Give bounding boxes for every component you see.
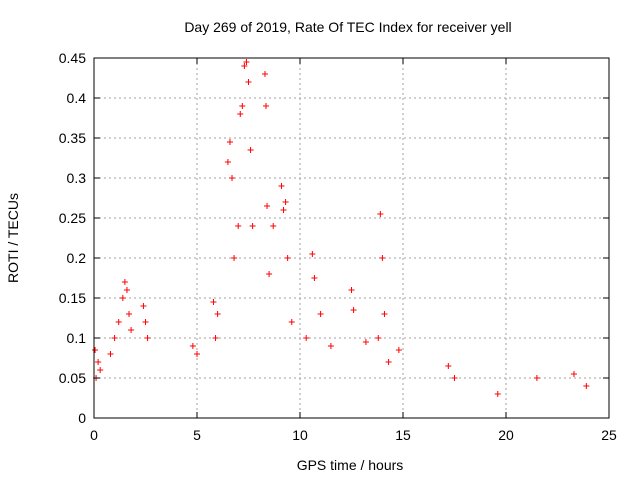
data-point (348, 287, 355, 293)
data-point (144, 335, 151, 341)
data-point (123, 287, 130, 293)
data-point (241, 63, 248, 69)
data-point (278, 183, 285, 189)
data-point (362, 339, 369, 345)
y-tick-label: 0 (78, 410, 86, 426)
data-point (107, 351, 114, 357)
data-point (235, 223, 242, 229)
data-point (97, 367, 104, 373)
y-tick-label: 0.15 (59, 290, 86, 306)
data-point (280, 207, 287, 213)
x-tick-label: 20 (498, 427, 514, 443)
data-point (239, 103, 246, 109)
data-point (288, 319, 295, 325)
y-tick-label: 0.4 (67, 90, 87, 106)
y-tick-label: 0.35 (59, 130, 86, 146)
data-point (115, 319, 122, 325)
data-point (284, 255, 291, 261)
data-point (119, 295, 126, 301)
data-point (194, 351, 200, 357)
y-axis-title: ROTI / TECUs (5, 193, 21, 283)
data-point (247, 147, 254, 153)
data-point (451, 375, 458, 381)
data-point (445, 363, 452, 369)
data-point (494, 391, 501, 397)
data-point (237, 111, 244, 117)
x-tick-label: 25 (601, 427, 617, 443)
x-tick-label: 0 (90, 427, 98, 443)
data-point (377, 211, 384, 217)
y-tick-label: 0.05 (59, 370, 86, 386)
data-point (375, 335, 382, 341)
data-point (226, 139, 233, 145)
data-point (385, 359, 392, 365)
data-point (570, 371, 577, 377)
data-point (270, 223, 277, 229)
data-point (142, 319, 149, 325)
data-point (282, 199, 289, 205)
plot-frame (93, 57, 610, 419)
x-tick-label: 15 (395, 427, 411, 443)
data-point (249, 223, 256, 229)
data-point (210, 299, 217, 305)
data-point (231, 255, 238, 261)
data-point (245, 79, 252, 85)
y-tick-label: 0.45 (59, 50, 86, 66)
y-tick-label: 0.1 (67, 330, 87, 346)
data-point (229, 175, 236, 181)
y-tick-label: 0.2 (67, 250, 87, 266)
data-point (128, 327, 135, 333)
data-point (126, 311, 133, 317)
x-axis-ticks: 0 5 10 15 20 25 (90, 58, 617, 443)
x-tick-label: 5 (193, 427, 201, 443)
data-point (533, 375, 540, 381)
data-point (309, 251, 316, 257)
data-point (121, 279, 128, 285)
data-point (189, 343, 196, 349)
data-point (263, 103, 270, 109)
y-axis-ticks: 0 0.05 0.1 0.15 0.2 0.25 0.3 0.35 0.4 0.45 (59, 50, 609, 426)
data-point (95, 359, 102, 365)
data-point (224, 159, 231, 165)
data-points (92, 59, 590, 397)
data-point (111, 335, 118, 341)
data-point (350, 307, 357, 313)
data-point (266, 271, 273, 277)
data-point (212, 335, 219, 341)
grid-lines (94, 58, 609, 418)
data-point (583, 383, 590, 389)
data-point (317, 311, 324, 317)
x-axis-title: GPS time / hours (297, 457, 404, 473)
x-tick-label: 10 (292, 427, 308, 443)
data-point (140, 303, 147, 309)
chart-title: Day 269 of 2019, Rate Of TEC Index for r… (184, 19, 511, 35)
data-point (243, 59, 250, 65)
data-point (395, 347, 402, 353)
data-point (214, 311, 221, 317)
data-point (264, 203, 271, 209)
data-point (311, 275, 318, 281)
data-point (381, 311, 388, 317)
data-point (261, 71, 268, 77)
data-point (327, 343, 334, 349)
data-point (303, 335, 310, 341)
y-tick-label: 0.3 (67, 170, 87, 186)
data-point (379, 255, 386, 261)
data-point (92, 347, 99, 353)
y-tick-label: 0.25 (59, 210, 86, 226)
